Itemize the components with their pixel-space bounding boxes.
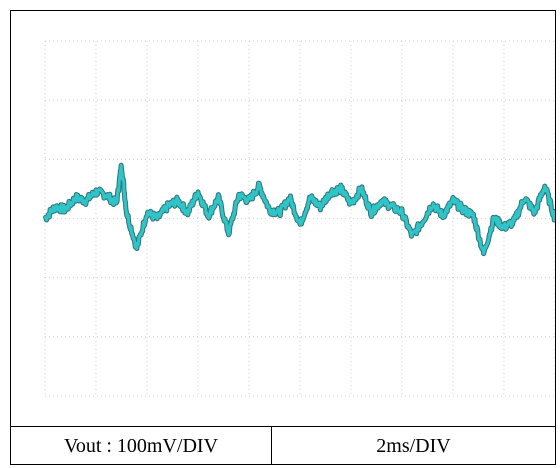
vertical-scale-label: Vout : 100mV/DIV xyxy=(11,427,272,465)
waveform-line xyxy=(43,163,555,256)
scale-footer: Vout : 100mV/DIV 2ms/DIV xyxy=(11,426,555,465)
oscilloscope-frame: Vout : 100mV/DIV 2ms/DIV xyxy=(10,10,556,465)
time-scale-label: 2ms/DIV xyxy=(376,434,451,457)
waveform-chart xyxy=(42,40,555,397)
scope-display xyxy=(11,11,555,426)
waveform-trace xyxy=(42,162,555,257)
